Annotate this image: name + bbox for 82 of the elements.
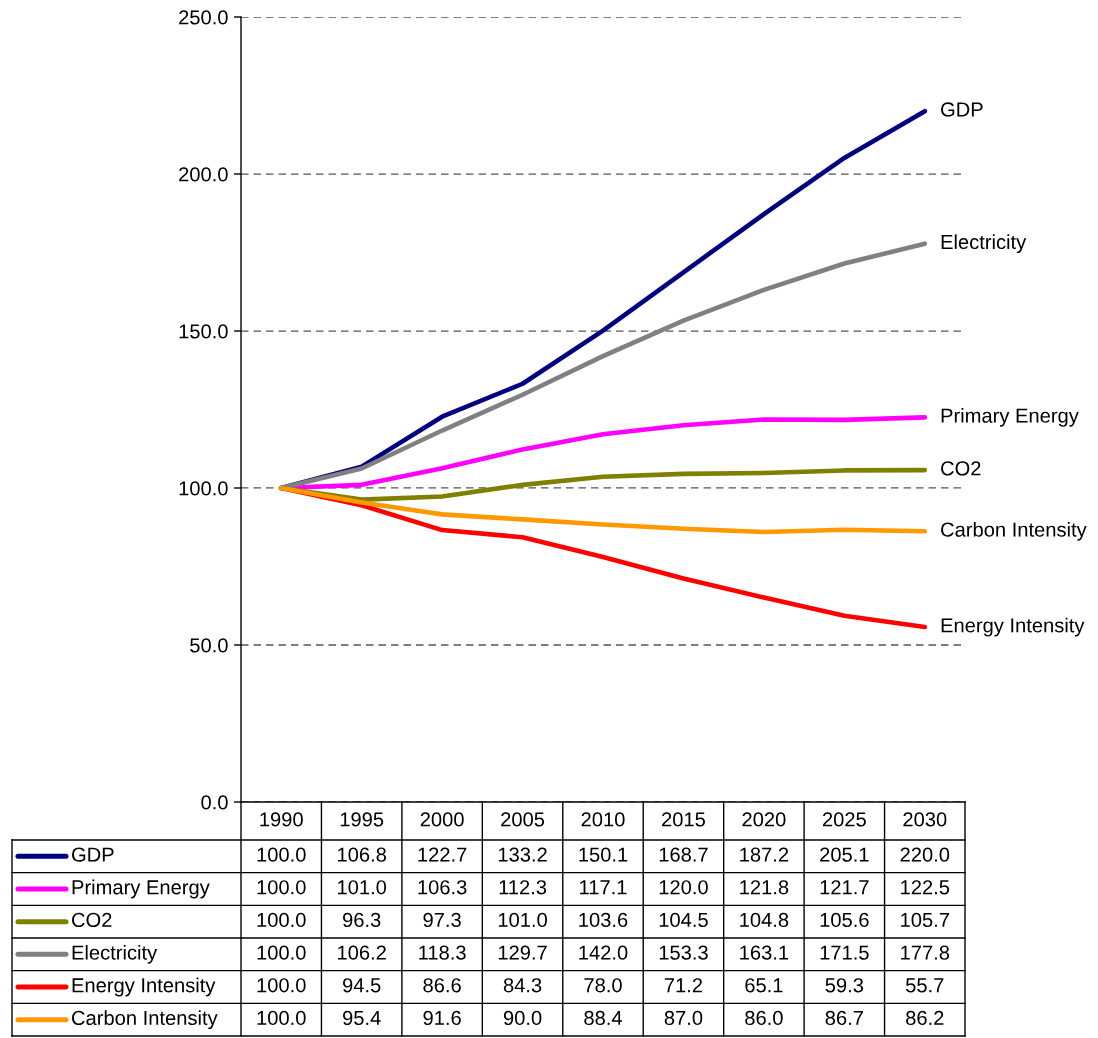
- data-label: 101.0: [498, 912, 547, 928]
- data-label: 122.5: [901, 880, 950, 895]
- data-label: 142.0: [579, 945, 628, 960]
- legend-label: Carbon Intensity: [72, 1010, 218, 1030]
- legend-label: Energy Intensity: [72, 977, 216, 997]
- data-label: 163.1: [740, 945, 789, 960]
- data-label: 100.0: [257, 912, 306, 928]
- data-label: 133.2: [498, 847, 547, 862]
- data-label: 117.1: [580, 880, 627, 895]
- data-label: 171.5: [820, 945, 869, 960]
- data-label: 59.3: [825, 978, 864, 993]
- data-label: 205.1: [820, 847, 869, 862]
- data-label: 120.0: [659, 880, 708, 895]
- line-series: [278, 485, 928, 535]
- x-tick-label: 2010: [581, 812, 625, 827]
- data-label: 86.7: [825, 1010, 863, 1026]
- data-label: 84.3: [503, 978, 542, 993]
- text: CO2: [941, 461, 981, 476]
- y-tick-label: 200.0: [179, 167, 228, 182]
- data-label: 100.0: [257, 945, 306, 960]
- data-label: 153.3: [659, 945, 708, 960]
- x-tick-label: 2020: [742, 812, 786, 827]
- data-label: 94.5: [343, 978, 381, 993]
- x-tick-label: 2005: [501, 812, 545, 827]
- data-label: 78.0: [584, 978, 622, 993]
- text: Energy Intensity: [941, 617, 1085, 637]
- legend-label: Electricity: [72, 944, 158, 964]
- y-tick-label: 250.0: [179, 10, 228, 25]
- data-label: 86.0: [745, 1010, 783, 1026]
- data-label: 90.0: [503, 1010, 542, 1026]
- data-label: 105.6: [820, 912, 869, 928]
- x-tick-label: 2030: [903, 812, 947, 827]
- data-label: 55.7: [905, 978, 944, 993]
- data-label: 150.1: [579, 847, 628, 862]
- text: GDP: [941, 102, 983, 117]
- y-tick-label: 0.0: [201, 795, 228, 810]
- y-tick-label: 50.0: [190, 638, 228, 653]
- data-label: 104.5: [659, 912, 708, 928]
- data-label: 96.3: [343, 912, 381, 928]
- x-tick-label: 2015: [662, 812, 705, 827]
- data-label: 65.1: [745, 978, 783, 993]
- data-label: 103.6: [579, 912, 628, 928]
- data-label: 88.4: [584, 1010, 623, 1026]
- data-label: 168.7: [659, 847, 708, 862]
- y-tick-label: 150.0: [179, 324, 228, 339]
- x-tick-label: 1990: [260, 812, 303, 827]
- data-label: 187.2: [740, 847, 789, 862]
- y-tick-label: 100.0: [179, 481, 228, 496]
- x-tick-label: 1995: [340, 812, 384, 827]
- data-label: 95.4: [343, 1010, 381, 1026]
- x-tick-label: 2000: [420, 812, 464, 827]
- data-label: 100.0: [257, 880, 306, 895]
- legend-label: Primary Energy: [72, 879, 210, 899]
- data-label: 86.6: [423, 978, 461, 993]
- data-label: 177.8: [901, 945, 950, 960]
- data-label: 220.0: [900, 847, 950, 862]
- data-label: 106.3: [418, 880, 467, 895]
- data-label: 106.8: [338, 847, 386, 862]
- data-label: 118.3: [419, 945, 466, 960]
- x-tick-label: 2025: [822, 812, 866, 827]
- data-label: 100.0: [257, 847, 306, 862]
- data-label: 86.2: [906, 1010, 944, 1026]
- data-label: 91.6: [423, 1010, 461, 1026]
- data-label: 121.8: [740, 880, 789, 895]
- text: Primary Energy: [941, 407, 1079, 427]
- legend-label: CO2: [72, 912, 112, 928]
- data-label: 106.2: [338, 945, 386, 960]
- text: Electricity: [941, 234, 1027, 254]
- data-label: 101.0: [338, 880, 387, 895]
- legend-label: GDP: [72, 847, 114, 862]
- data-label: 97.3: [423, 912, 461, 928]
- data-label: 121.7: [820, 880, 869, 895]
- data-label: 122.7: [418, 847, 467, 862]
- data-label: 104.8: [740, 912, 789, 928]
- data-label: 100.0: [257, 978, 306, 993]
- data-label: 129.7: [498, 945, 547, 960]
- data-label: 71.2: [664, 978, 703, 993]
- data-label: 112.3: [499, 880, 547, 895]
- text: Carbon Intensity: [941, 521, 1087, 541]
- data-label: 100.0: [257, 1010, 306, 1026]
- data-label: 105.7: [901, 912, 949, 928]
- data-label: 87.0: [664, 1010, 703, 1026]
